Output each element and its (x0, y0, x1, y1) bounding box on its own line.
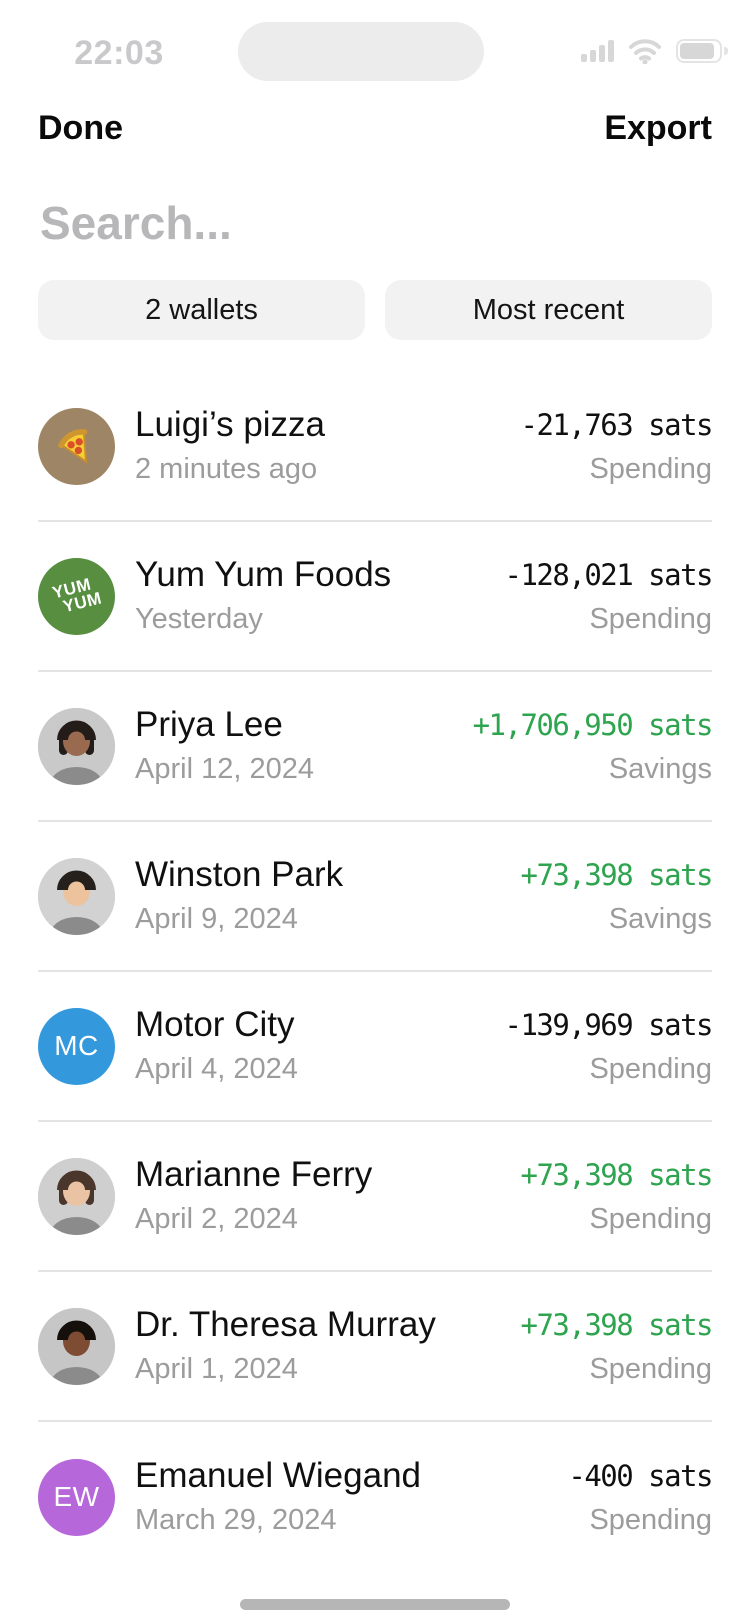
transaction-date: Yesterday (135, 603, 263, 635)
transaction-avatar (38, 1307, 115, 1385)
home-indicator[interactable] (240, 1599, 510, 1610)
transaction-name: Yum Yum Foods (135, 555, 392, 594)
transaction-row[interactable]: EW Emanuel Wiegand March 29, 2024 -400 s… (38, 1422, 713, 1572)
transaction-account: Spending (589, 1203, 712, 1235)
transaction-avatar: MC (38, 1007, 115, 1085)
transaction-name: Winston Park (135, 855, 344, 894)
transaction-account: Spending (589, 453, 712, 485)
transaction-row[interactable]: Luigi’s pizza 2 minutes ago -21,763 sats… (38, 372, 713, 522)
person-photo-avatar (38, 857, 115, 935)
transaction-amount: -128,021 sats (504, 558, 714, 592)
transaction-avatar (38, 407, 115, 485)
transaction-date: April 2, 2024 (135, 1203, 298, 1235)
transaction-amount: +1,706,950 sats (472, 708, 714, 742)
yum-yum-logo: YUM YUM (50, 574, 104, 617)
status-icons (581, 36, 728, 66)
filter-row: 2 wallets Most recent (0, 280, 750, 340)
transaction-row[interactable]: YUM YUM Yum Yum Foods Yesterday -128,021 … (38, 522, 714, 672)
person-photo-avatar (38, 707, 115, 785)
transaction-list: Luigi’s pizza 2 minutes ago -21,763 sats… (38, 372, 714, 1572)
transaction-name: Motor City (135, 1005, 295, 1044)
transaction-account: Spending (589, 1504, 712, 1536)
transaction-name: Emanuel Wiegand (135, 1456, 421, 1495)
transaction-amount: +73,398 sats (520, 1308, 713, 1342)
transaction-date: April 1, 2024 (135, 1353, 298, 1385)
pizza-icon (57, 429, 87, 464)
status-bar: 22:03 (0, 0, 750, 100)
transaction-account: Savings (608, 903, 712, 935)
person-photo-avatar (38, 1307, 115, 1385)
wifi-icon (629, 39, 661, 64)
export-button[interactable]: Export (604, 108, 712, 147)
transaction-date: April 9, 2024 (135, 903, 298, 935)
transaction-amount: -400 sats (568, 1459, 713, 1493)
transaction-name: Priya Lee (135, 705, 283, 744)
transaction-amount: +73,398 sats (520, 1158, 713, 1192)
wallets-filter-button[interactable]: 2 wallets (38, 280, 365, 340)
transaction-row[interactable]: Dr. Theresa Murray April 1, 2024 +73,398… (38, 1272, 713, 1422)
initials-avatar-text: EW (53, 1481, 100, 1512)
transaction-account: Spending (589, 603, 712, 635)
transaction-name: Luigi’s pizza (135, 405, 326, 444)
dynamic-island (238, 22, 484, 81)
transaction-row[interactable]: MC Motor City April 4, 2024 -139,969 sat… (38, 972, 714, 1122)
search-bar (0, 194, 750, 252)
transaction-account: Spending (589, 1353, 712, 1385)
transaction-row[interactable]: Marianne Ferry April 2, 2024 +73,398 sat… (38, 1122, 713, 1272)
status-time: 22:03 (74, 34, 164, 72)
transaction-name: Marianne Ferry (135, 1155, 373, 1194)
transaction-row[interactable]: Winston Park April 9, 2024 +73,398 sats … (38, 822, 713, 972)
transaction-avatar (38, 707, 115, 785)
person-photo-avatar (38, 1157, 115, 1235)
search-input[interactable] (40, 194, 710, 252)
cellular-signal-icon (581, 40, 614, 62)
done-button[interactable]: Done (38, 108, 123, 147)
sort-filter-button[interactable]: Most recent (385, 280, 712, 340)
transaction-account: Spending (589, 1053, 712, 1085)
initials-avatar-text: MC (54, 1030, 99, 1061)
transaction-row[interactable]: Priya Lee April 12, 2024 +1,706,950 sats… (38, 672, 714, 822)
transaction-date: April 12, 2024 (135, 753, 314, 785)
transaction-avatar: EW (38, 1458, 115, 1536)
battery-icon (676, 39, 728, 63)
transaction-account: Savings (608, 753, 712, 785)
transaction-amount: -21,763 sats (520, 408, 713, 442)
transaction-avatar: YUM YUM (38, 557, 115, 635)
transaction-avatar (38, 1157, 115, 1235)
transaction-date: April 4, 2024 (135, 1053, 298, 1085)
transaction-name: Dr. Theresa Murray (135, 1305, 436, 1344)
transaction-amount: +73,398 sats (520, 858, 713, 892)
transaction-date: March 29, 2024 (135, 1504, 337, 1536)
nav-bar: Done Export (0, 106, 750, 150)
transaction-avatar (38, 857, 115, 935)
transaction-date: 2 minutes ago (135, 453, 318, 485)
transaction-amount: -139,969 sats (504, 1008, 714, 1042)
